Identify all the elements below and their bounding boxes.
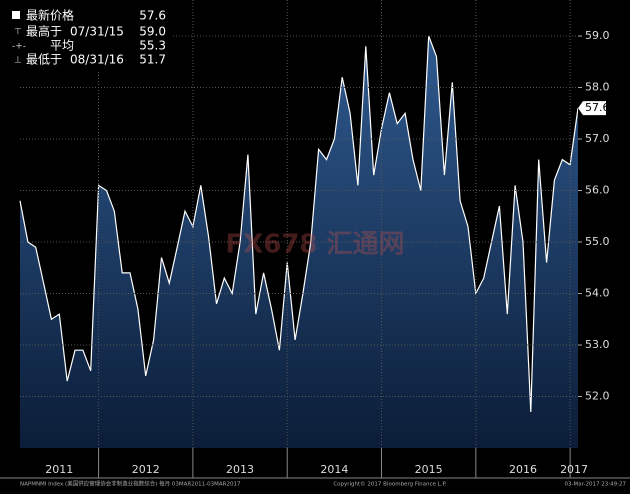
footer-left: NAPMNMI Index (美国供应管理协会非制造业指数综合) 每月 03MA… <box>20 480 241 488</box>
legend-label: 最新价格 <box>26 8 74 23</box>
y-tick-label: 56.0 <box>585 184 610 197</box>
x-tick-label: 2013 <box>226 463 254 476</box>
y-tick-label: 57.0 <box>585 132 610 145</box>
x-tick-label: 2014 <box>320 463 348 476</box>
legend-label: 平均 <box>50 39 74 53</box>
watermark: FX678 汇通网 <box>225 230 404 260</box>
y-tick-label: 55.0 <box>585 235 610 248</box>
legend-value: 57.6 <box>139 9 166 23</box>
legend-date: 07/31/15 <box>70 25 124 39</box>
area <box>20 36 578 448</box>
footer-right: 03-Mar-2017 23:49:27 <box>565 482 627 488</box>
x-tick-label: 2012 <box>132 463 160 476</box>
legend-icon: ⊥ <box>14 56 22 66</box>
y-tick-label: 52.0 <box>585 390 610 403</box>
legend-label: 最低于 <box>26 53 62 67</box>
y-axis-band <box>578 0 630 448</box>
line <box>19 35 579 413</box>
x-tick-label: 2016 <box>509 463 537 476</box>
y-tick-label: 54.0 <box>585 287 610 300</box>
legend-icon <box>12 11 20 19</box>
legend-date: 08/31/16 <box>70 53 124 67</box>
legend-value: 55.3 <box>139 39 166 53</box>
current-value-label: 57.6 <box>585 101 610 114</box>
x-tick-label: 2011 <box>45 463 73 476</box>
legend-label: 最高于 <box>26 24 62 39</box>
legend-icon: ⊤ <box>14 28 22 38</box>
footer-center: Copyright© 2017 Bloomberg Finance L.P. <box>333 481 447 488</box>
x-axis-band <box>0 448 630 478</box>
legend-box <box>0 0 172 72</box>
y-tick-label: 59.0 <box>585 29 610 42</box>
y-tick-label: 58.0 <box>585 81 610 94</box>
y-tick-label: 53.0 <box>585 338 610 351</box>
current-value-tag <box>578 101 606 116</box>
x-tick-label: 2017 <box>560 463 588 476</box>
legend-value: 51.7 <box>139 53 166 67</box>
legend-icon: -+- <box>12 42 26 52</box>
legend-value: 59.0 <box>139 25 166 39</box>
x-tick-label: 2015 <box>415 463 443 476</box>
